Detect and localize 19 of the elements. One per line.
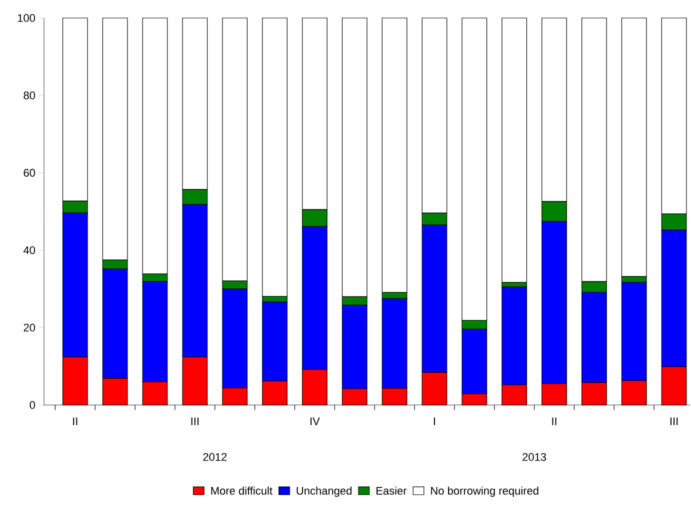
legend-label: More difficult xyxy=(211,486,272,495)
legend-label: No borrowing required xyxy=(431,486,538,497)
y-tick-label: 100 xyxy=(18,14,36,22)
y-tick-label: 60 xyxy=(24,168,36,177)
bar xyxy=(502,18,528,283)
x-tick-label: III xyxy=(670,418,678,426)
legend-label: Unchanged xyxy=(296,486,352,497)
y-tick-label: 80 xyxy=(24,92,36,100)
y-tick-label: 0 xyxy=(30,401,36,409)
x-tick-label: IV xyxy=(310,418,320,426)
text: 2012 xyxy=(203,453,227,461)
x-tick-label: II xyxy=(73,418,78,426)
y-tick-label: 40 xyxy=(23,246,36,254)
text: 2013 xyxy=(522,453,546,461)
x-tick-label: III xyxy=(191,418,198,426)
y-tick-label: 20 xyxy=(24,324,36,332)
x-tick-label: I xyxy=(434,418,435,426)
legend-label: Easier xyxy=(376,486,407,495)
x-tick-label: II xyxy=(552,418,556,426)
